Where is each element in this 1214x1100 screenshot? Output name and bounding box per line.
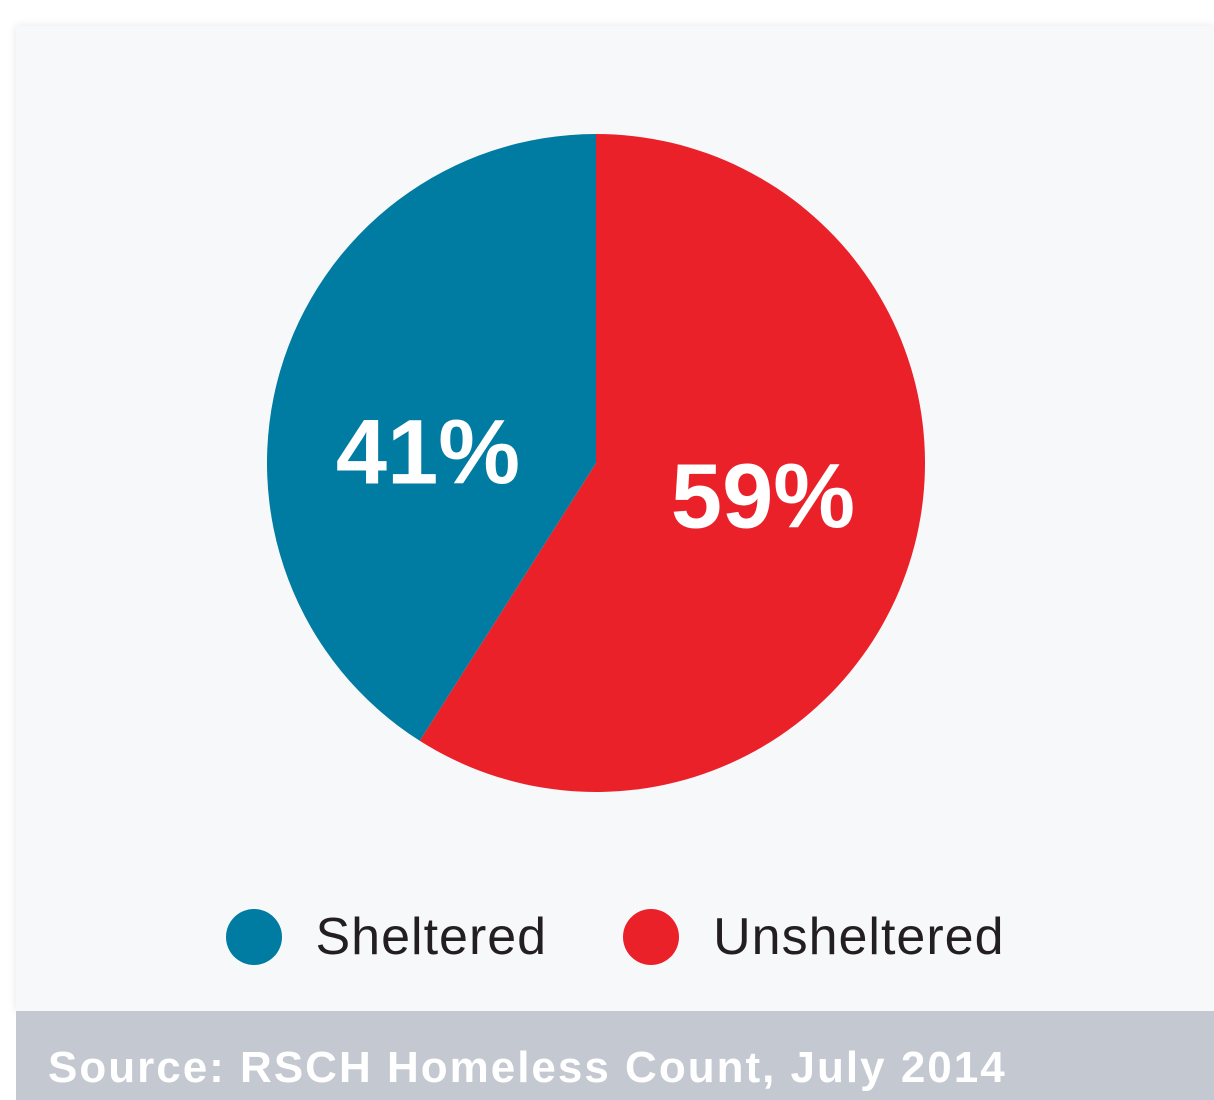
legend-swatch-unsheltered	[623, 909, 680, 965]
legend-label-unsheltered: Unsheltered	[713, 908, 1005, 966]
pie-chart: 41% 59%	[266, 134, 925, 792]
chart-panel: 41% 59% Sheltered Unsheltered	[16, 26, 1214, 1011]
source-bar: Source: RSCH Homeless Count, July 2014	[16, 1011, 1214, 1100]
source-text: Source: RSCH Homeless Count, July 2014	[48, 1043, 1007, 1092]
legend-label-sheltered: Sheltered	[315, 908, 548, 966]
slice-label-unsheltered: 59%	[671, 445, 855, 547]
slice-label-sheltered: 41%	[336, 401, 520, 503]
pie-slice-sheltered	[266, 134, 596, 741]
legend-item-unsheltered: Unsheltered	[623, 907, 1004, 967]
legend-item-sheltered: Sheltered	[225, 907, 548, 967]
legend: Sheltered Unsheltered	[16, 902, 1214, 972]
pie-slice-unsheltered	[419, 134, 925, 792]
legend-swatch-sheltered	[225, 909, 282, 965]
